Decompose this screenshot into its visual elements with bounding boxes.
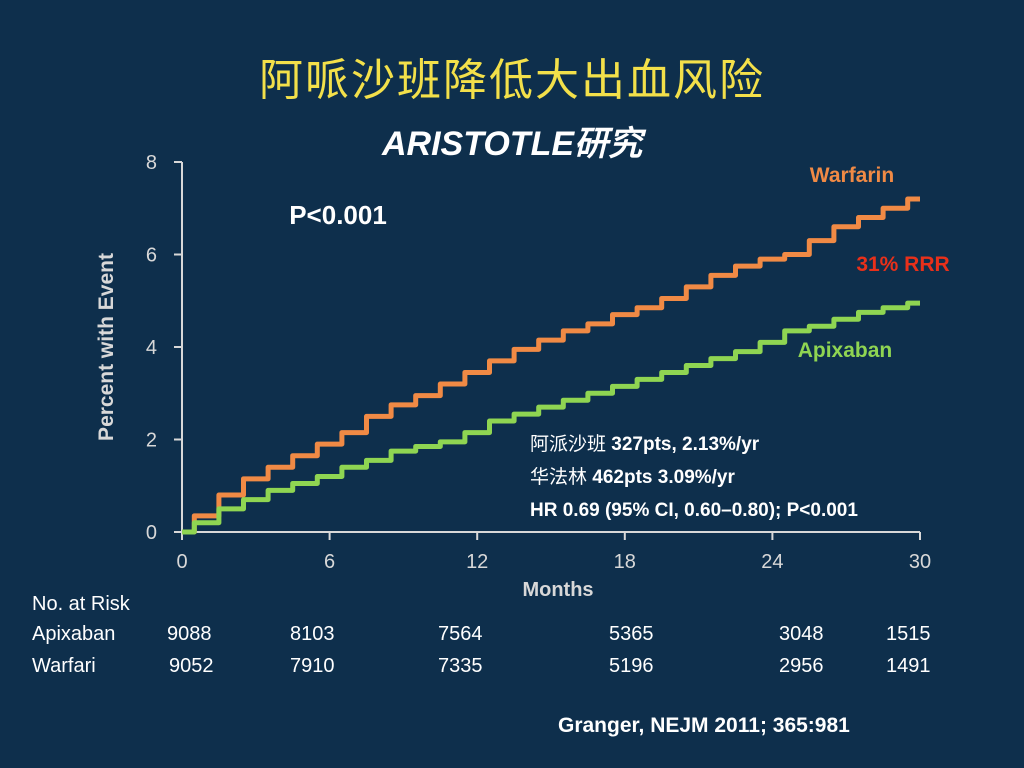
stats-hr: HR 0.69 (95% CI, 0.60–0.80); P<0.001 bbox=[530, 500, 858, 521]
rrr-annotation: 31% RRR bbox=[856, 253, 949, 276]
risk-cell: 2956 bbox=[779, 655, 824, 677]
risk-cell: 9052 bbox=[169, 655, 214, 677]
stats-warfarin-cn: 华法林 bbox=[530, 466, 588, 488]
pvalue-label: P<0.001 bbox=[289, 200, 387, 230]
risk-cell: 5365 bbox=[609, 623, 654, 645]
x-axis-title: Months bbox=[522, 579, 593, 601]
x-tick-label: 6 bbox=[324, 551, 335, 573]
y-axis-title: Percent with Event bbox=[95, 253, 118, 441]
risk-row-label: Warfari bbox=[32, 655, 96, 677]
risk-row-label: Apixaban bbox=[32, 623, 116, 645]
stats-warfarin: 华法林 462pts 3.09%/yr bbox=[530, 461, 858, 494]
warfarin-curve bbox=[182, 196, 920, 535]
risk-heading: No. at Risk bbox=[32, 593, 130, 615]
risk-cell: 9088 bbox=[167, 623, 212, 645]
apixaban-curve bbox=[182, 300, 920, 535]
x-tick-label: 12 bbox=[466, 551, 488, 573]
apixaban-label: Apixaban bbox=[798, 339, 893, 362]
risk-cell: 7910 bbox=[290, 655, 335, 677]
risk-cell: 7564 bbox=[438, 623, 483, 645]
warfarin-label: Warfarin bbox=[810, 164, 894, 187]
y-tick-label: 2 bbox=[146, 430, 157, 452]
stats-apixaban: 阿派沙班 327pts, 2.13%/yr bbox=[530, 428, 858, 461]
stats-apixaban-value: 327pts, 2.13%/yr bbox=[611, 434, 760, 455]
stats-warfarin-value: 462pts 3.09%/yr bbox=[592, 467, 735, 488]
y-tick-label: 8 bbox=[146, 152, 157, 174]
stats-apixaban-cn: 阿派沙班 bbox=[530, 433, 607, 455]
y-tick-label: 4 bbox=[146, 337, 157, 359]
y-tick-label: 0 bbox=[146, 522, 157, 544]
x-tick-label: 30 bbox=[909, 551, 931, 573]
x-tick-label: 24 bbox=[761, 551, 783, 573]
risk-cell: 1491 bbox=[886, 655, 931, 677]
risk-cell: 3048 bbox=[779, 623, 824, 645]
stats-block: 阿派沙班 327pts, 2.13%/yr 华法林 462pts 3.09%/y… bbox=[530, 428, 858, 527]
x-tick-label: 0 bbox=[176, 551, 187, 573]
risk-cell: 7335 bbox=[438, 655, 483, 677]
risk-cell: 8103 bbox=[290, 623, 335, 645]
slide-subtitle: ARISTOTLE研究 bbox=[381, 125, 643, 163]
x-tick-label: 18 bbox=[614, 551, 636, 573]
risk-cell: 1515 bbox=[886, 623, 931, 645]
citation: Granger, NEJM 2011; 365:981 bbox=[558, 714, 850, 737]
slide-title: 阿哌沙班降低大出血风险 bbox=[259, 55, 765, 106]
y-tick-label: 6 bbox=[146, 245, 157, 267]
risk-cell: 5196 bbox=[609, 655, 654, 677]
